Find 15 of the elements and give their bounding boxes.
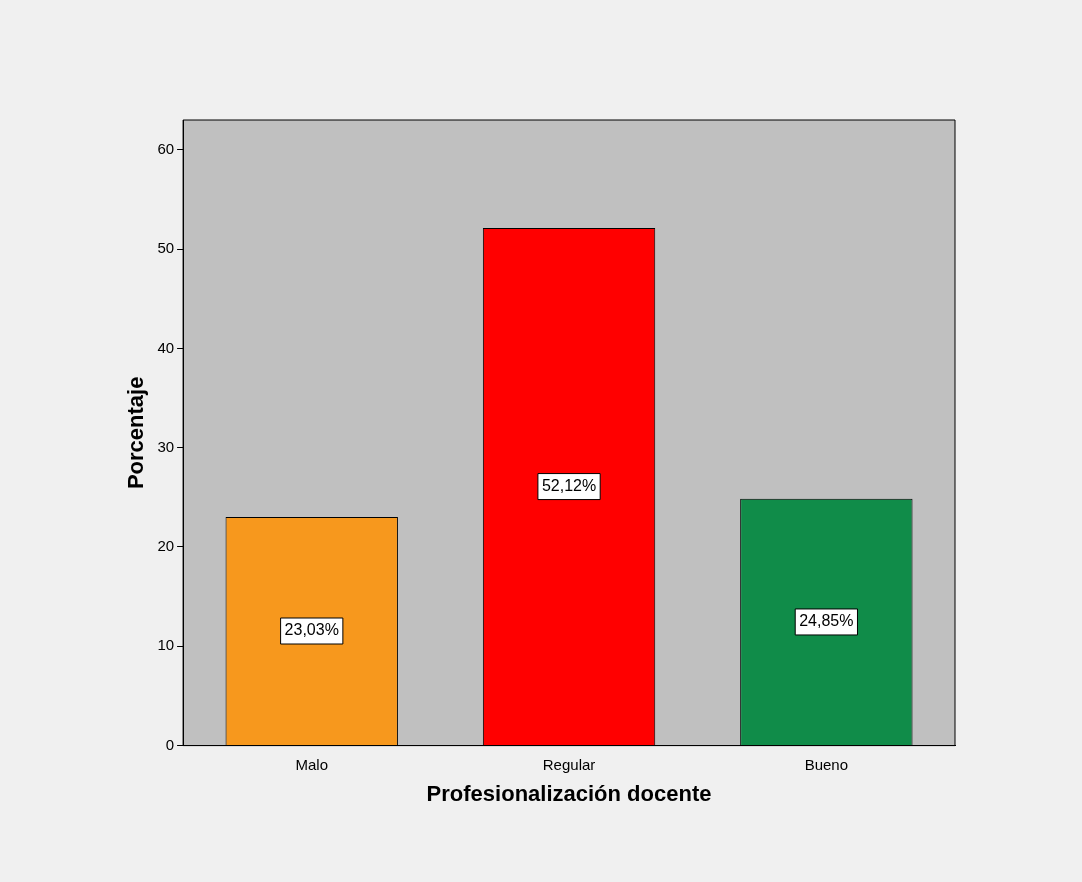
y-tick-label: 20 (157, 537, 175, 555)
data-label: 23,03% (284, 621, 339, 639)
y-tick-label: 60 (157, 139, 175, 157)
y-tick-label: 50 (157, 239, 175, 257)
y-tick-label: 10 (157, 636, 175, 654)
data-label: 52,12% (541, 476, 597, 494)
x-axis-title: Profesionalización docente (426, 780, 712, 806)
x-tick-label: Malo (295, 755, 328, 773)
y-tick-label: 30 (157, 437, 175, 455)
x-tick-label: Regular (542, 755, 596, 773)
y-tick-label: 40 (157, 338, 175, 356)
y-axis-title: Porcentaje (123, 376, 149, 490)
x-tick-label: Bueno (804, 755, 849, 773)
data-label: 24,85% (799, 612, 854, 630)
y-tick-label: 0 (165, 735, 175, 753)
